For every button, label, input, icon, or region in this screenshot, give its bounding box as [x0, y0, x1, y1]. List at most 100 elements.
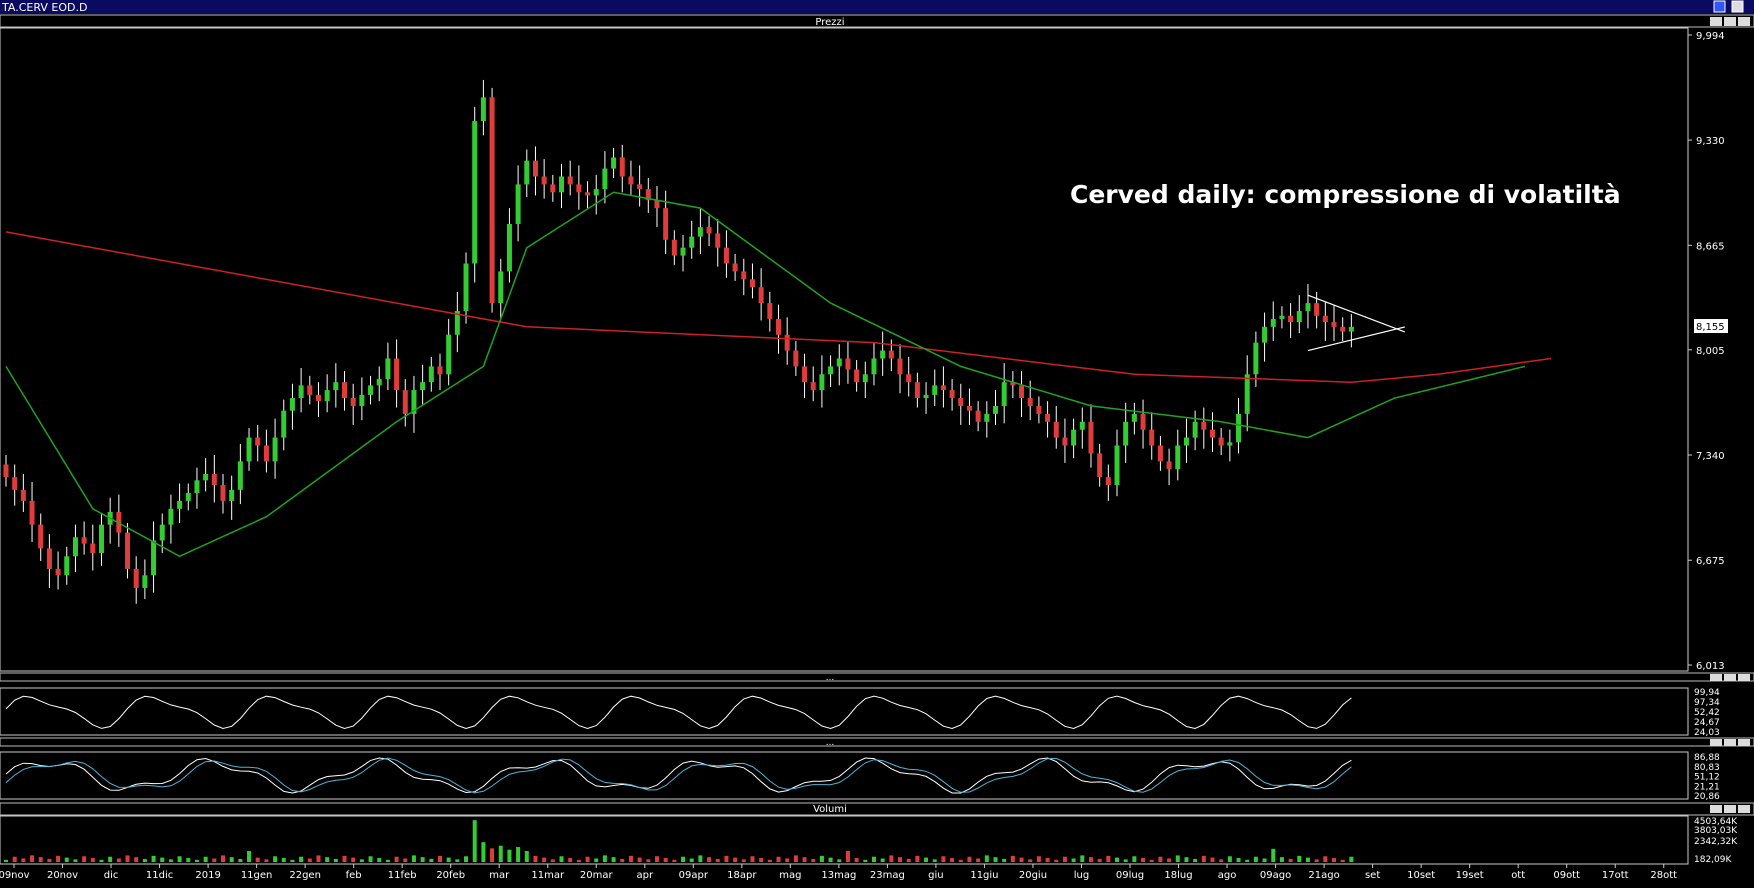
volume-panel-controls[interactable]	[1710, 805, 1750, 813]
candle-body	[663, 208, 669, 240]
candle-body	[402, 390, 408, 414]
volume-bar	[411, 855, 416, 862]
candle-body	[1114, 445, 1120, 486]
volume-bar	[1010, 855, 1015, 862]
candle-body	[532, 160, 538, 177]
price-panel-frame	[0, 27, 1689, 672]
x-tick-label: 28ott	[1650, 870, 1677, 881]
candle-body	[420, 382, 426, 391]
y-tick-label: 6,013	[1696, 661, 1725, 672]
candle-body	[1157, 445, 1163, 462]
x-tick-label: 20giu	[1019, 870, 1047, 881]
candle-body	[151, 540, 157, 576]
candle-body	[628, 176, 634, 185]
candle-body	[1010, 382, 1016, 386]
volume-bar	[1262, 858, 1267, 862]
volume-bar	[889, 855, 894, 862]
volume-bar	[672, 859, 677, 862]
candle-body	[559, 176, 565, 193]
candle-body	[203, 473, 209, 481]
volume-bar	[125, 855, 130, 862]
candle-body	[1305, 303, 1311, 311]
volume-bar	[811, 858, 816, 862]
price-panel-controls[interactable]	[1710, 17, 1750, 26]
volume-bar	[1227, 856, 1232, 862]
volume-bar	[273, 856, 278, 862]
candle-body	[463, 263, 469, 311]
window-restore-button[interactable]	[1731, 0, 1744, 13]
volume-bar	[707, 857, 712, 862]
candle-body	[1348, 326, 1354, 332]
volume-bar	[1314, 859, 1319, 862]
candle-body	[98, 524, 104, 554]
candle-body	[862, 374, 868, 383]
volume-bar	[542, 857, 547, 862]
volume-bar	[663, 858, 668, 862]
volume-bar	[290, 859, 295, 862]
volume-bar	[203, 856, 208, 862]
x-tick-label: 22gen	[289, 870, 321, 881]
volume-bar	[915, 855, 920, 862]
candle-body	[749, 279, 755, 288]
candle-body	[680, 247, 686, 256]
osc-line	[5, 695, 1352, 730]
candle-body	[576, 184, 582, 193]
candle-body	[914, 382, 920, 399]
osc-tick-label: 20,86	[1694, 792, 1720, 802]
volume-bar	[359, 859, 364, 862]
volume-bar	[1288, 858, 1293, 862]
x-tick-label: 20mar	[580, 870, 614, 881]
osc2-panel-header	[0, 737, 1754, 747]
candle-body	[888, 350, 894, 359]
candle-body	[949, 390, 955, 399]
candle-body	[654, 200, 660, 209]
volume-bar	[403, 858, 408, 862]
candle-body	[1036, 405, 1042, 414]
candle-body	[255, 437, 261, 446]
candle-body	[645, 189, 651, 201]
candle-body	[723, 247, 729, 264]
volume-bar	[1132, 856, 1137, 862]
osc2-panel-frame	[0, 751, 1689, 800]
volume-bar	[229, 857, 234, 862]
volume-bar	[524, 851, 529, 862]
candle-body	[1097, 453, 1103, 478]
candle-body	[836, 358, 842, 367]
candle-body	[1209, 429, 1215, 438]
volume-bar	[30, 855, 35, 862]
volume-bar	[1340, 859, 1345, 862]
candle-body	[411, 390, 417, 414]
candle-body	[1201, 421, 1207, 430]
volume-panel-header	[0, 802, 1754, 816]
candle-body	[472, 121, 478, 264]
volume-bar	[99, 859, 104, 862]
window-maximize-button[interactable]	[1713, 0, 1726, 13]
osc-signal-line	[5, 757, 1352, 794]
candle-body	[541, 176, 547, 185]
candle-body	[871, 358, 877, 375]
volume-bar	[698, 855, 703, 862]
candle-body	[263, 445, 269, 462]
volume-tick-label: 2342,32K	[1694, 837, 1738, 847]
volume-bar	[1088, 857, 1093, 862]
ma-short-line	[5, 191, 1526, 558]
candle-body	[64, 556, 70, 576]
volume-bar	[1279, 857, 1284, 862]
osc1-panel-controls[interactable]	[1710, 674, 1750, 681]
volume-bar	[759, 858, 764, 862]
volume-bar	[568, 858, 573, 862]
volume-bar	[880, 858, 885, 862]
volume-bar	[576, 859, 581, 862]
candle-body	[1175, 445, 1181, 470]
candle-body	[324, 390, 330, 402]
candle-body	[1088, 421, 1094, 454]
osc2-panel-controls[interactable]	[1710, 739, 1750, 746]
volume-bar	[1141, 858, 1146, 862]
candle-body	[133, 568, 139, 588]
volume-bar	[976, 858, 981, 862]
candle-body	[1062, 437, 1068, 446]
y-tick-label: 8,005	[1696, 346, 1725, 357]
candle-body	[611, 157, 617, 169]
x-tick-label: 13mag	[821, 870, 856, 881]
